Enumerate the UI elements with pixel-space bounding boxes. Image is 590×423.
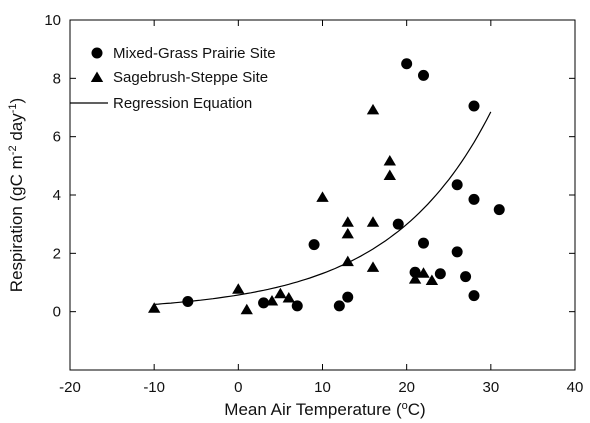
x-tick-label: 20 (398, 379, 415, 396)
regression-curve (154, 111, 492, 305)
sagebrush-point (316, 191, 329, 202)
y-tick-label: 8 (53, 70, 61, 87)
mixed-grass-point (460, 271, 472, 283)
sagebrush-point (366, 261, 380, 272)
legend-label-sagebrush: Sagebrush-Steppe Site (113, 69, 268, 86)
y-tick-label: 6 (53, 129, 61, 146)
mixed-grass-point (493, 204, 505, 216)
mixed-grass-point (308, 239, 320, 251)
mixed-grass-point (258, 297, 270, 309)
axis-ticks (69, 19, 576, 371)
y-tick-label: 0 (53, 304, 61, 321)
x-tick-label: 10 (314, 379, 331, 396)
legend-label-mixed-grass: Mixed-Grass Prairie Site (113, 45, 276, 62)
x-axis-label: Mean Air Temperature (oC) (224, 400, 425, 419)
mixed-grass-point (468, 290, 480, 302)
mixed-grass-point (401, 58, 413, 70)
sagebrush-point (366, 216, 380, 227)
mixed-grass-point (451, 179, 463, 191)
sagebrush-point (383, 155, 396, 166)
sagebrush-point (240, 303, 253, 315)
sagebrush-point (341, 216, 354, 227)
y-tick-label: 10 (44, 12, 61, 29)
legend: Mixed-Grass Prairie Site Sagebrush-Stepp… (70, 45, 276, 112)
mixed-grass-point (418, 69, 429, 81)
sagebrush-point (425, 274, 439, 285)
mixed-grass-point (451, 246, 463, 258)
sagebrush-point (232, 283, 245, 294)
mixed-grass-point (468, 100, 480, 112)
mixed-grass-point (409, 266, 421, 278)
x-tick-label: 40 (567, 379, 584, 396)
sagebrush-point (282, 292, 295, 303)
mixed-grass-point (182, 295, 194, 307)
sagebrush-point (417, 267, 430, 278)
y-tick-label: 4 (53, 187, 61, 204)
y-tick-label: 2 (53, 245, 61, 262)
x-tick-label: 0 (234, 379, 242, 396)
x-tick-label: 30 (482, 379, 499, 396)
y-axis-label: Respiration (gC m-2 day-1) (7, 98, 26, 292)
mixed-grass-point (434, 268, 446, 280)
sagebrush-point (274, 287, 287, 299)
sagebrush-point (383, 169, 396, 180)
mixed-grass-point (468, 193, 480, 205)
legend-triangle-marker (90, 71, 104, 82)
sagebrush-point (148, 302, 161, 313)
mixed-grass-point (392, 218, 404, 230)
x-tick-label: -10 (143, 379, 165, 396)
sagebrush-point (341, 255, 354, 267)
sagebrush-point (366, 103, 380, 115)
sagebrush-point (265, 295, 279, 306)
sagebrush-point (341, 227, 354, 239)
mixed-grass-point (342, 291, 354, 303)
mixed-grass-point (418, 237, 429, 249)
x-tick-label: -20 (59, 379, 81, 396)
sagebrush-point (408, 273, 422, 284)
legend-label-regression: Regression Equation (113, 95, 252, 112)
mixed-grass-point (291, 300, 303, 312)
mixed-grass-point (333, 300, 345, 312)
legend-circle-marker (91, 47, 103, 59)
data-markers (148, 58, 505, 315)
axis-tick-labels: -20 -10 0 10 20 30 40 0 2 4 6 8 10 (44, 12, 583, 396)
